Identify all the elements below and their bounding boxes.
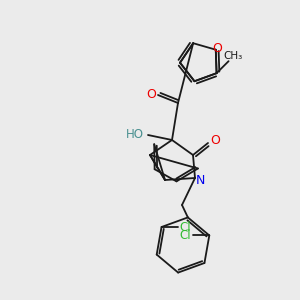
Text: Cl: Cl [180, 220, 191, 233]
Text: O: O [212, 42, 222, 55]
Text: N: N [195, 173, 205, 187]
Text: HO: HO [126, 128, 144, 142]
Text: CH₃: CH₃ [223, 51, 242, 61]
Text: Cl: Cl [179, 229, 191, 242]
Text: O: O [210, 134, 220, 148]
Text: O: O [146, 88, 156, 100]
